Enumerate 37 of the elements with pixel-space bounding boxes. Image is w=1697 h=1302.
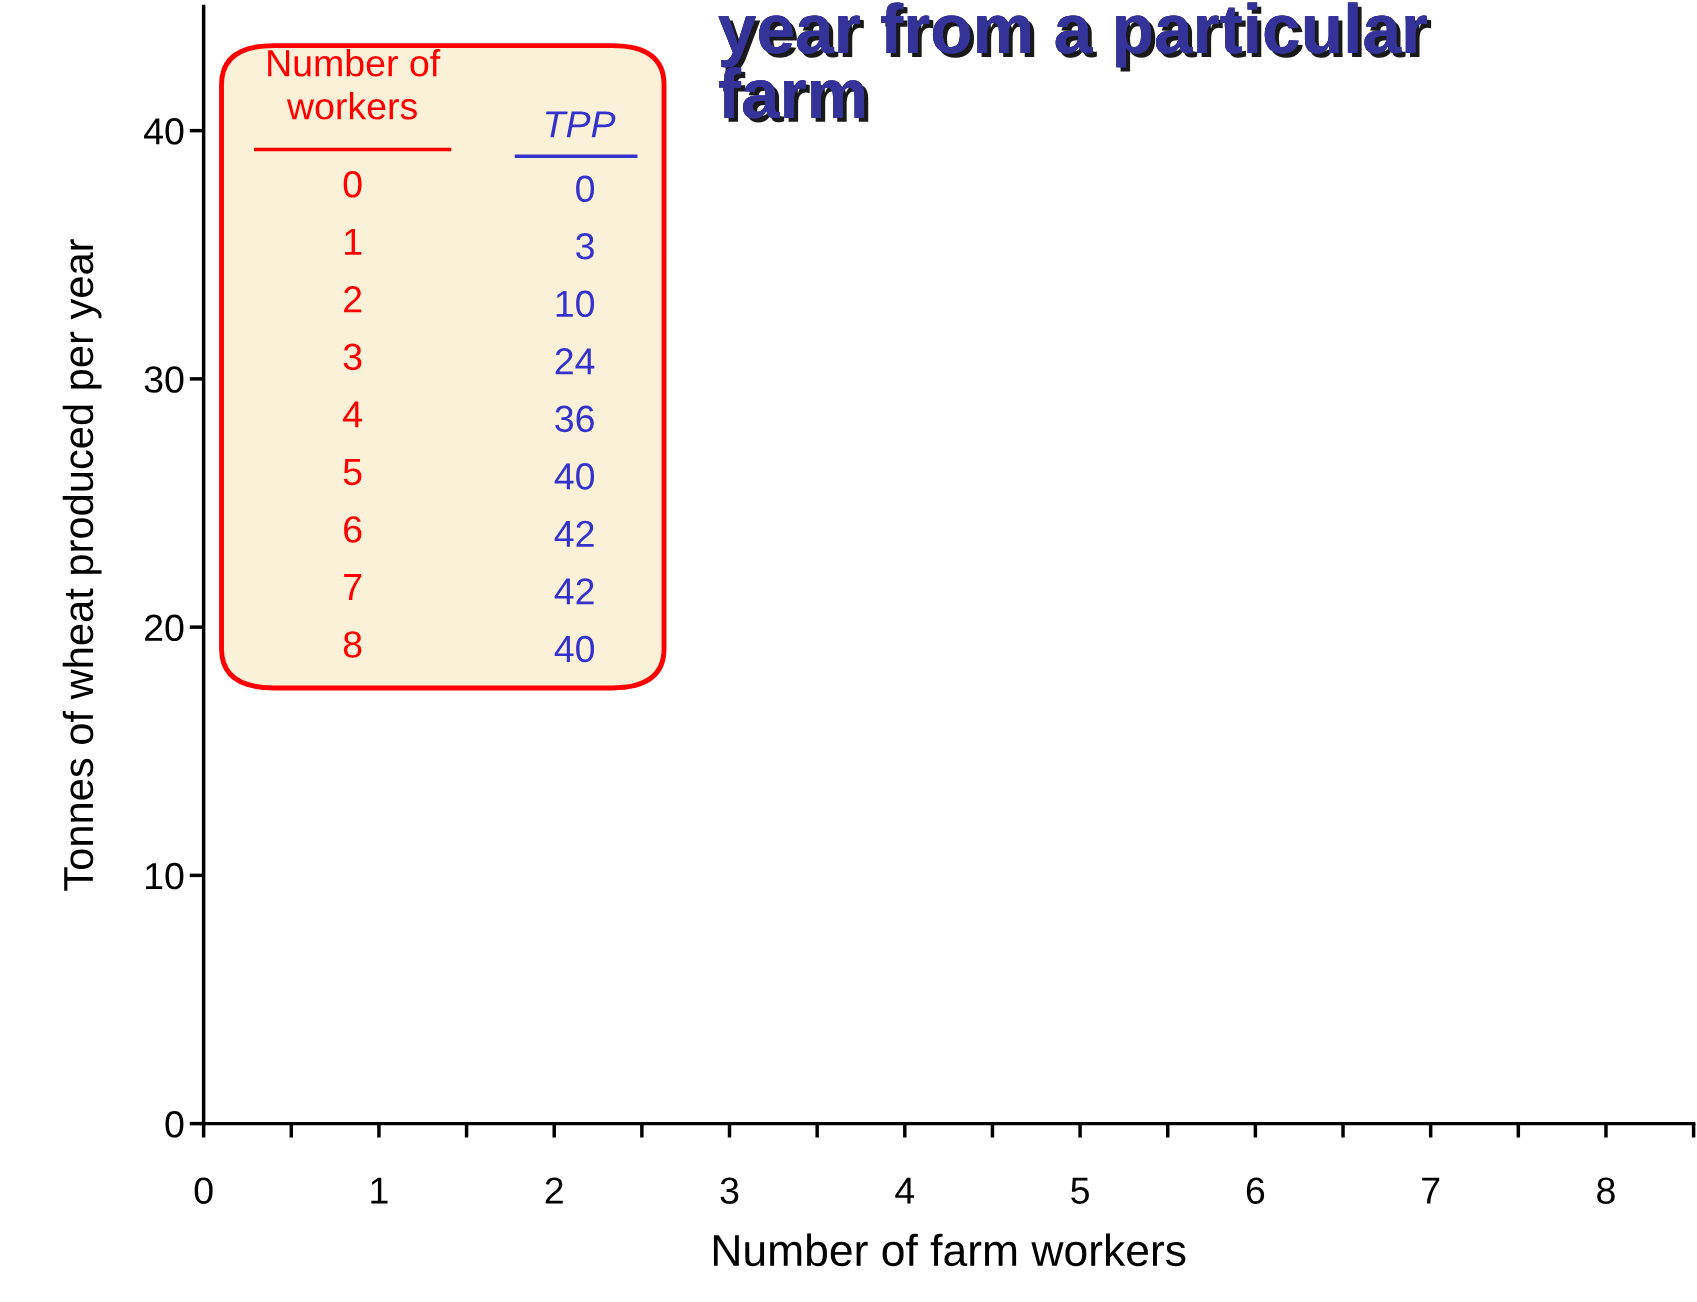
annotation: 3: [343, 343, 362, 371]
annotation: 6: [344, 516, 362, 543]
annotation: Number of workers: [268, 48, 441, 120]
annotation: 4: [343, 401, 362, 428]
annotation: 8: [343, 631, 362, 658]
annotation: 2: [344, 286, 362, 313]
y-tick-label: 0: [165, 1111, 184, 1138]
annotation: 36: [555, 405, 594, 433]
annotation: 1: [345, 228, 362, 255]
x-tick-label: 7: [1422, 1177, 1440, 1204]
x-tick-label: 5: [1071, 1177, 1089, 1204]
x-tick-label: 6: [1246, 1177, 1265, 1204]
annotation: 40: [554, 463, 595, 490]
annotation: 24: [555, 348, 595, 375]
annotation: 42: [554, 520, 594, 547]
annotation: 42: [554, 578, 594, 605]
y-axis-title: Tonnes of wheat produced per year: [62, 239, 102, 891]
annotation: 10: [556, 290, 595, 318]
y-tick-label: 30: [144, 366, 184, 393]
annotation: 40: [554, 635, 595, 663]
x-tick-label: 4: [895, 1177, 915, 1204]
x-tick-label: 8: [1597, 1177, 1615, 1204]
annotation: 0: [343, 170, 362, 198]
chart-title: year from a particular farm: [718, 2, 1432, 123]
annotation: TPP: [546, 111, 616, 138]
y-tick-label: 40: [144, 118, 184, 145]
x-tick-label: 1: [371, 1177, 388, 1204]
annotation: 5: [343, 459, 362, 486]
x-tick-label: 0: [194, 1177, 213, 1204]
x-tick-label: 3: [720, 1177, 739, 1204]
x-tick-label: 2: [545, 1177, 563, 1204]
x-axis-title: Number of farm workers: [713, 1233, 1186, 1267]
annotation: 0: [576, 175, 595, 203]
y-tick-label: 20: [145, 614, 184, 642]
y-tick-label: 10: [146, 862, 184, 890]
annotation: 3: [576, 232, 594, 260]
annotation: 7: [344, 574, 362, 600]
